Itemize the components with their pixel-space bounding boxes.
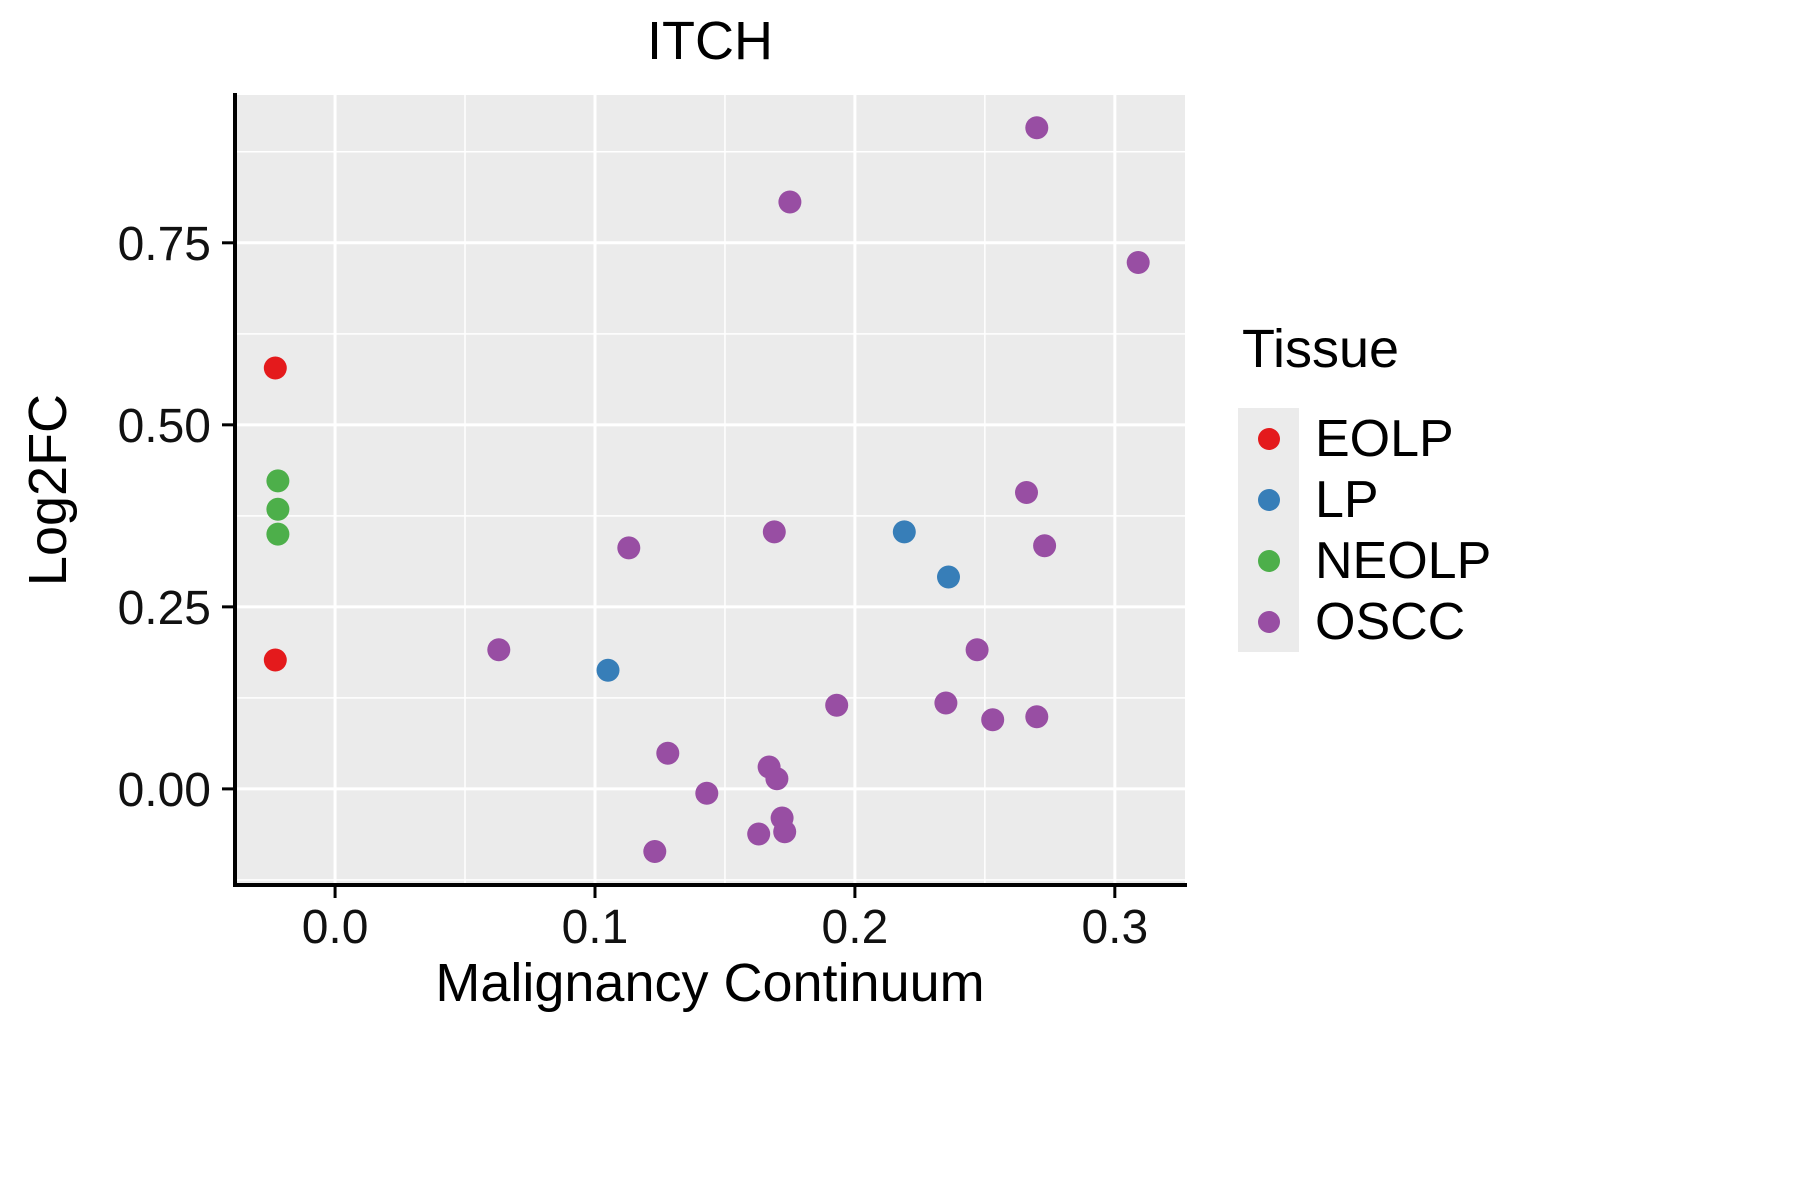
legend-label: EOLP <box>1315 409 1454 468</box>
data-point-OSCC <box>1025 116 1049 140</box>
legend-entry-OSCC: OSCC <box>1238 591 1491 652</box>
data-point-LP <box>937 565 960 589</box>
data-point-OSCC <box>747 822 771 846</box>
data-point-OSCC <box>1025 705 1049 729</box>
data-point-LP <box>596 658 620 682</box>
data-point-OSCC <box>656 741 680 765</box>
legend-entry-LP: LP <box>1238 469 1491 530</box>
data-point-LP <box>892 520 916 544</box>
data-point-OSCC <box>643 840 667 863</box>
x-tick-label: 0.2 <box>822 901 889 954</box>
data-point-OSCC <box>934 691 958 715</box>
legend-label: OSCC <box>1315 592 1466 651</box>
data-point-OSCC <box>1126 251 1150 274</box>
legend-key-swatch <box>1238 408 1299 469</box>
legend-key-swatch <box>1238 469 1299 530</box>
legend-key-swatch <box>1238 530 1299 591</box>
data-point-OSCC <box>617 536 641 560</box>
plot-panel <box>235 95 1185 885</box>
data-point-OSCC <box>825 693 849 717</box>
data-point-OSCC <box>773 820 797 844</box>
data-point-EOLP <box>263 356 287 380</box>
data-point-NEOLP <box>266 522 290 546</box>
legend-dot-icon <box>1257 549 1280 572</box>
data-point-OSCC <box>1033 534 1057 558</box>
data-point-OSCC <box>981 708 1005 732</box>
legend-dot-icon <box>1257 488 1280 511</box>
x-tick-label: 0.0 <box>302 901 369 954</box>
legend-entry-NEOLP: NEOLP <box>1238 530 1491 591</box>
legend-key-swatch <box>1238 591 1299 652</box>
data-point-EOLP <box>263 648 287 672</box>
data-point-NEOLP <box>266 497 290 521</box>
legend-label: NEOLP <box>1315 531 1492 590</box>
data-point-OSCC <box>762 520 786 544</box>
x-axis-title: Malignancy Continuum <box>435 953 985 1013</box>
legend-entry-EOLP: EOLP <box>1238 408 1491 469</box>
y-axis-title: Log2FC <box>18 393 78 587</box>
data-point-OSCC <box>695 781 719 805</box>
legend: Tissue EOLP LP NEOLP OSCC <box>1238 318 1491 652</box>
x-tick-label: 0.3 <box>1081 901 1148 954</box>
legend-label: LP <box>1315 470 1379 529</box>
y-tick-label: 0.00 <box>118 764 211 817</box>
data-point-OSCC <box>965 638 989 662</box>
y-tick-label: 0.50 <box>118 400 211 453</box>
data-point-OSCC <box>1015 481 1038 504</box>
plot-title: ITCH <box>647 11 773 71</box>
legend-dot-icon <box>1257 427 1280 450</box>
x-tick-label: 0.1 <box>562 901 629 954</box>
data-point-OSCC <box>765 767 789 791</box>
legend-entries: EOLP LP NEOLP OSCC <box>1238 408 1491 652</box>
y-tick-label: 0.75 <box>118 218 211 271</box>
legend-title: Tissue <box>1242 319 1400 379</box>
legend-dot-icon <box>1257 610 1280 633</box>
data-point-OSCC <box>778 190 802 214</box>
data-point-NEOLP <box>266 469 290 493</box>
y-tick-label: 0.25 <box>118 582 211 635</box>
data-point-OSCC <box>487 638 511 662</box>
